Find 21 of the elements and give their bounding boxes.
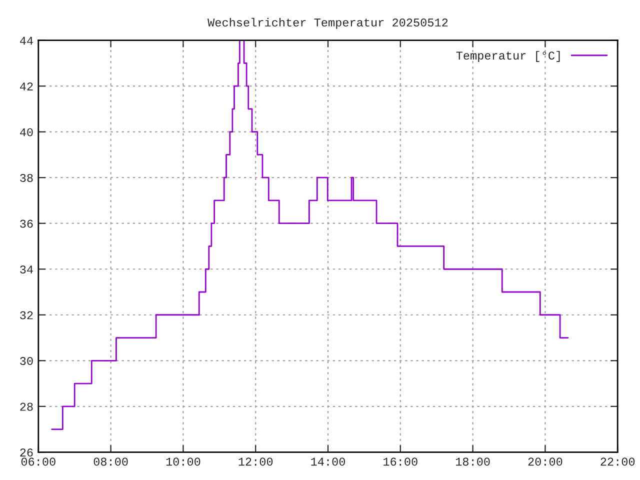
x-tick-label: 16:00 (384, 458, 418, 466)
x-tick-label: 08:00 (94, 458, 128, 466)
x-tick-label: 06:00 (21, 458, 56, 466)
legend-label: Temperatur [°C] (456, 50, 560, 62)
x-tick-label: 12:00 (238, 458, 273, 466)
x-tick-label: 18:00 (456, 458, 490, 466)
chart-title: Wechselrichter Temperatur 20250512 (208, 18, 448, 29)
x-tick-label: 20:00 (528, 458, 562, 466)
y-tick-label: 42 (20, 82, 33, 90)
y-tick-label: 32 (20, 311, 33, 320)
y-tick-label: 38 (20, 174, 33, 182)
y-tick-label: 44 (20, 36, 33, 45)
y-tick-label: 34 (20, 266, 33, 274)
y-tick-label: 26 (20, 448, 33, 457)
y-tick-label: 40 (20, 128, 33, 136)
x-tick-label: 14:00 (311, 458, 345, 466)
y-tick-label: 28 (20, 402, 33, 411)
y-tick-label: 36 (20, 220, 33, 228)
x-tick-label: 22:00 (600, 458, 635, 466)
x-tick-label: 10:00 (166, 458, 200, 466)
y-tick-label: 30 (20, 357, 33, 366)
